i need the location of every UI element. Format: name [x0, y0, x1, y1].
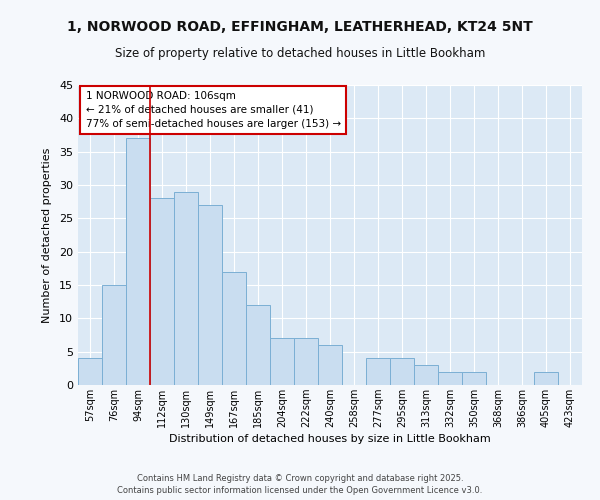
Bar: [534, 372, 558, 385]
Text: 1 NORWOOD ROAD: 106sqm
← 21% of detached houses are smaller (41)
77% of semi-det: 1 NORWOOD ROAD: 106sqm ← 21% of detached…: [86, 91, 341, 129]
Bar: [462, 372, 486, 385]
Bar: [126, 138, 150, 385]
Text: 1, NORWOOD ROAD, EFFINGHAM, LEATHERHEAD, KT24 5NT: 1, NORWOOD ROAD, EFFINGHAM, LEATHERHEAD,…: [67, 20, 533, 34]
Bar: [150, 198, 174, 385]
Bar: [198, 205, 222, 385]
Bar: [438, 372, 462, 385]
Bar: [102, 285, 126, 385]
X-axis label: Distribution of detached houses by size in Little Bookham: Distribution of detached houses by size …: [169, 434, 491, 444]
Bar: [222, 272, 246, 385]
Text: Size of property relative to detached houses in Little Bookham: Size of property relative to detached ho…: [115, 48, 485, 60]
Y-axis label: Number of detached properties: Number of detached properties: [42, 148, 52, 322]
Bar: [390, 358, 414, 385]
Text: Contains HM Land Registry data © Crown copyright and database right 2025.
Contai: Contains HM Land Registry data © Crown c…: [118, 474, 482, 495]
Bar: [270, 338, 294, 385]
Bar: [318, 345, 342, 385]
Bar: [294, 338, 318, 385]
Bar: [78, 358, 102, 385]
Bar: [246, 305, 270, 385]
Bar: [414, 365, 438, 385]
Bar: [366, 358, 390, 385]
Bar: [174, 192, 198, 385]
